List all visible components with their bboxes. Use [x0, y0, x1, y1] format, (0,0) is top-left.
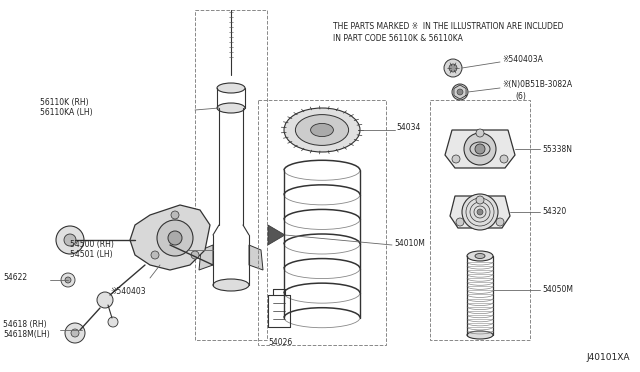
Text: (6): (6) [515, 92, 526, 100]
Polygon shape [450, 196, 510, 228]
Circle shape [500, 155, 508, 163]
Text: ※(N)0B51B-3082A: ※(N)0B51B-3082A [502, 80, 572, 89]
Polygon shape [268, 225, 285, 245]
Circle shape [157, 220, 193, 256]
Text: 54320: 54320 [542, 208, 566, 217]
Circle shape [65, 323, 85, 343]
Polygon shape [199, 245, 213, 270]
Circle shape [108, 317, 118, 327]
Text: 54010M: 54010M [394, 240, 425, 248]
Ellipse shape [296, 115, 349, 145]
Text: 54501 (LH): 54501 (LH) [70, 250, 113, 259]
Text: 54050M: 54050M [542, 285, 573, 295]
Circle shape [496, 218, 504, 226]
Circle shape [171, 211, 179, 219]
Circle shape [457, 89, 463, 95]
Text: 54500 (RH): 54500 (RH) [70, 240, 114, 248]
Polygon shape [130, 205, 210, 270]
Ellipse shape [213, 279, 249, 291]
Circle shape [476, 196, 484, 204]
Circle shape [71, 329, 79, 337]
Text: 54026: 54026 [268, 338, 292, 347]
Text: 54618M(LH): 54618M(LH) [3, 330, 50, 340]
Circle shape [61, 273, 75, 287]
Text: 56110KA (LH): 56110KA (LH) [40, 109, 93, 118]
Circle shape [56, 226, 84, 254]
Circle shape [97, 292, 113, 308]
Text: 54034: 54034 [396, 124, 420, 132]
Text: IN PART CODE 56110K & 56110KA: IN PART CODE 56110K & 56110KA [333, 34, 463, 43]
Text: J40101XA: J40101XA [586, 353, 630, 362]
Circle shape [444, 59, 462, 77]
Ellipse shape [467, 251, 493, 261]
Circle shape [191, 251, 199, 259]
Text: ※540403A: ※540403A [502, 55, 543, 64]
Text: 55338N: 55338N [542, 144, 572, 154]
Text: THE PARTS MARKED ※  IN THE ILLUSTRATION ARE INCLUDED: THE PARTS MARKED ※ IN THE ILLUSTRATION A… [333, 22, 563, 31]
Ellipse shape [470, 142, 490, 156]
Circle shape [65, 277, 71, 283]
Bar [430, 100, 530, 340]
Polygon shape [445, 130, 515, 168]
Circle shape [456, 218, 464, 226]
Circle shape [476, 129, 484, 137]
Text: 56110K (RH): 56110K (RH) [40, 99, 88, 108]
Circle shape [477, 209, 483, 215]
Circle shape [464, 133, 496, 165]
Ellipse shape [217, 83, 245, 93]
Ellipse shape [310, 124, 333, 137]
Circle shape [168, 231, 182, 245]
Ellipse shape [284, 108, 360, 152]
Text: ※540403: ※540403 [110, 288, 146, 296]
Circle shape [452, 155, 460, 163]
Circle shape [449, 64, 457, 72]
Ellipse shape [217, 103, 245, 113]
Text: 54618 (RH): 54618 (RH) [3, 321, 47, 330]
Bar [258, 100, 386, 345]
Text: 54622: 54622 [3, 273, 27, 282]
Polygon shape [249, 245, 263, 270]
Circle shape [151, 251, 159, 259]
Circle shape [64, 234, 76, 246]
Circle shape [475, 144, 485, 154]
Circle shape [462, 194, 498, 230]
Bar [195, 10, 267, 340]
Circle shape [452, 84, 468, 100]
Ellipse shape [475, 253, 485, 259]
Ellipse shape [467, 331, 493, 339]
